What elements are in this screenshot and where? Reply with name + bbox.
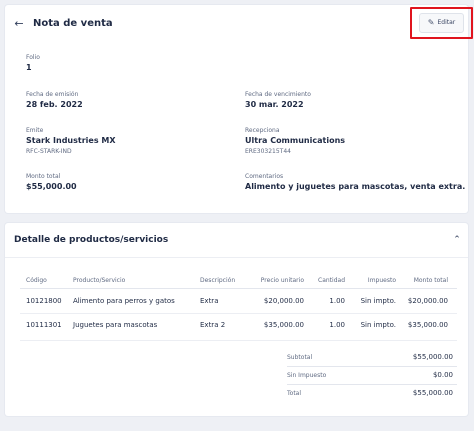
row-1-code: 10121800 xyxy=(26,297,62,305)
summary-divider xyxy=(287,384,457,385)
row-1-unit-price: $20,000.00 xyxy=(263,297,304,305)
row-1-product: Alimento para perros y gatos xyxy=(73,297,175,305)
products-detail-card: Detalle de productos/servicios ⌃ Código … xyxy=(5,223,468,416)
header-divider xyxy=(20,288,457,289)
arrow-left-icon[interactable]: ← xyxy=(14,17,24,30)
issuer-label: Emite xyxy=(26,127,44,134)
due-date-label: Fecha de vencimiento xyxy=(245,91,311,98)
row-1-quantity: 1.00 xyxy=(329,297,345,305)
total-label: Monto total xyxy=(26,173,61,180)
comments-label: Comentarios xyxy=(245,173,284,180)
row-2-unit-price: $35,000.00 xyxy=(263,321,304,329)
sale-note-card: ← Nota de venta ✎ Editar Folio 1 Fecha d… xyxy=(5,5,473,213)
column-header-description: Descripción xyxy=(200,277,236,284)
page-title: Nota de venta xyxy=(33,18,113,29)
column-header-product: Producto/Servicio xyxy=(73,277,126,284)
row-1-tax: Sin impto. xyxy=(360,297,396,305)
column-header-amount: Monto total xyxy=(413,277,448,284)
section-divider xyxy=(5,257,468,258)
row-2-product: Juguetes para mascotas xyxy=(73,321,158,329)
chevron-up-icon[interactable]: ⌃ xyxy=(453,235,461,245)
row-1-description: Extra xyxy=(200,297,219,305)
summary-divider xyxy=(287,366,457,367)
column-header-quantity: Cantidad xyxy=(318,277,345,284)
pencil-icon: ✎ xyxy=(427,18,435,27)
edit-button-label: Editar xyxy=(437,19,456,26)
receiver-rfc: ERE303215T44 xyxy=(245,148,291,155)
edit-button[interactable]: ✎ Editar xyxy=(419,13,464,33)
tax-summary-label: Sin Impuesto xyxy=(287,372,327,379)
issuer-rfc: RFC-STARK-IND xyxy=(26,148,72,155)
row-1-amount: $20,000.00 xyxy=(407,297,448,305)
issue-date-label: Fecha de emisión xyxy=(26,91,79,98)
section-title: Detalle de productos/servicios xyxy=(14,235,169,245)
issuer-name: Stark Industries MX xyxy=(26,136,116,145)
receiver-label: Recepciona xyxy=(245,127,280,134)
column-header-code: Código xyxy=(26,277,47,284)
row-2-amount: $35,000.00 xyxy=(407,321,448,329)
issue-date-value: 28 feb. 2022 xyxy=(26,100,83,109)
due-date-value: 30 mar. 2022 xyxy=(245,100,304,109)
row-2-quantity: 1.00 xyxy=(329,321,345,329)
row-2-tax: Sin impto. xyxy=(360,321,396,329)
total-summary-value: $55,000.00 xyxy=(412,389,453,397)
column-header-unit-price: Precio unitario xyxy=(260,277,304,284)
row-divider xyxy=(20,340,457,341)
folio-value: 1 xyxy=(26,63,32,72)
edit-button-highlight xyxy=(410,7,473,39)
tax-summary-value: $0.00 xyxy=(432,371,453,379)
total-value: $55,000.00 xyxy=(26,182,77,191)
column-header-tax: Impuesto xyxy=(367,277,396,284)
row-divider xyxy=(20,313,457,314)
folio-label: Folio xyxy=(26,54,40,61)
receiver-name: Ultra Communications xyxy=(245,136,346,145)
subtotal-label: Subtotal xyxy=(287,354,313,361)
subtotal-value: $55,000.00 xyxy=(412,353,453,361)
comments-value: Alimento y juguetes para mascotas, venta… xyxy=(245,182,466,191)
row-2-description: Extra 2 xyxy=(200,321,226,329)
total-summary-label: Total xyxy=(287,390,302,397)
row-2-code: 10111301 xyxy=(26,321,62,329)
